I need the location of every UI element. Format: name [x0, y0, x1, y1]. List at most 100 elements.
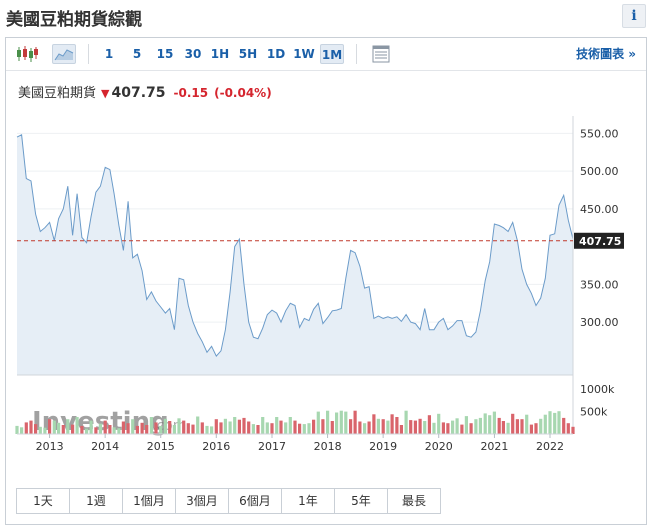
interval-1m[interactable]: 1M — [320, 44, 344, 64]
y-tick-label: 500.00 — [580, 165, 619, 178]
volume-bar — [464, 416, 468, 434]
volume-bar — [251, 424, 255, 434]
volume-bar — [423, 421, 427, 434]
volume-bar — [460, 424, 464, 434]
price-change-pct: (-0.04%) — [214, 86, 272, 100]
volume-bar — [302, 424, 306, 434]
volume-bar — [228, 421, 232, 434]
volume-bar — [223, 418, 227, 434]
volume-bar — [418, 418, 422, 434]
volume-bar — [520, 419, 524, 434]
volume-bar — [131, 419, 135, 434]
range-1w[interactable]: 1週 — [70, 489, 123, 513]
volume-bar — [557, 411, 561, 434]
volume-bar — [135, 425, 139, 434]
last-price: 407.75 — [111, 85, 166, 101]
volume-bar — [474, 419, 478, 434]
volume-bar — [214, 419, 218, 434]
current-price-label: 407.75 — [579, 235, 621, 248]
volume-bar — [404, 410, 408, 434]
interval-5h[interactable]: 5H — [238, 47, 258, 61]
volume-bar — [275, 417, 279, 434]
volume-bar — [159, 425, 163, 434]
table-view-icon[interactable] — [370, 44, 396, 64]
volume-bar — [372, 414, 376, 434]
page-header: 美國豆粕期貨綜觀 i — [0, 0, 654, 30]
interval-5[interactable]: 5 — [132, 47, 142, 61]
volume-bar — [515, 419, 519, 434]
volume-bar — [20, 427, 24, 434]
volume-bar — [488, 415, 492, 434]
volume-bar — [186, 423, 190, 434]
interval-30[interactable]: 30 — [184, 47, 202, 61]
x-tick-label: 2018 — [314, 440, 342, 453]
volume-bar — [335, 412, 339, 434]
volume-bar — [200, 422, 204, 434]
price-chart[interactable]: Investing.com300.00350.00450.00500.00550… — [6, 38, 646, 478]
volume-bar — [437, 413, 441, 434]
volume-bar — [261, 417, 265, 434]
volume-bar — [168, 421, 172, 434]
volume-bar — [121, 421, 125, 434]
interval-1w[interactable]: 1W — [293, 47, 315, 61]
tech-chart-link[interactable]: 技術圖表 » — [576, 47, 636, 61]
volume-bar — [571, 426, 575, 434]
volume-bar — [316, 411, 320, 434]
volume-bar — [98, 423, 102, 434]
volume-bar — [89, 420, 93, 434]
volume-bar — [126, 423, 130, 434]
volume-bar — [112, 427, 116, 434]
interval-1d[interactable]: 1D — [266, 47, 286, 61]
volume-bar — [451, 420, 455, 434]
volume-bar — [506, 422, 510, 434]
volume-bar — [85, 428, 89, 434]
volume-bar — [553, 412, 557, 434]
volume-bar — [279, 420, 283, 434]
x-tick-label: 2019 — [369, 440, 397, 453]
y-tick-label: 300.00 — [580, 316, 619, 329]
interval-1[interactable]: 1 — [104, 47, 114, 61]
volume-bar — [409, 420, 413, 434]
y-tick-label: 350.00 — [580, 278, 619, 291]
chart-toolbar: 1 5 15 30 1H 5H 1D 1W 1M 技術圖表 » — [6, 38, 646, 71]
volume-bar — [210, 426, 214, 434]
interval-1h[interactable]: 1H — [210, 47, 230, 61]
range-1m[interactable]: 1個月 — [123, 489, 176, 513]
volume-bar — [191, 424, 195, 434]
volume-bar — [386, 420, 390, 434]
volume-bar — [381, 419, 385, 434]
volume-bar — [321, 419, 325, 434]
volume-bar — [75, 417, 79, 434]
candlestick-icon[interactable] — [14, 44, 40, 64]
range-1d[interactable]: 1天 — [17, 489, 70, 513]
volume-bar — [330, 421, 334, 434]
volume-bar — [237, 419, 241, 434]
price-change: -0.15 — [173, 86, 209, 100]
x-tick-label: 2015 — [147, 440, 175, 453]
range-1y[interactable]: 1年 — [282, 489, 335, 513]
volume-bar — [525, 414, 529, 434]
volume-bar — [284, 422, 288, 434]
volume-bar — [339, 410, 343, 434]
volume-bar — [108, 425, 112, 434]
range-5y[interactable]: 5年 — [335, 489, 388, 513]
range-max[interactable]: 最長 — [401, 494, 426, 508]
volume-bar — [256, 425, 260, 434]
range-3m[interactable]: 3個月 — [176, 489, 229, 513]
volume-bar — [293, 420, 297, 434]
volume-bar — [140, 422, 144, 434]
x-tick-label: 2014 — [91, 440, 119, 453]
range-6m[interactable]: 6個月 — [229, 489, 282, 513]
volume-bar — [358, 421, 362, 434]
volume-bar — [367, 421, 371, 434]
interval-15[interactable]: 15 — [156, 47, 174, 61]
x-tick-label: 2016 — [202, 440, 230, 453]
volume-bar — [432, 422, 436, 434]
volume-bar — [312, 419, 316, 434]
volume-bar — [71, 424, 75, 434]
y-tick-label: 550.00 — [580, 127, 619, 140]
area-chart-icon[interactable] — [52, 44, 76, 64]
volume-tick-label: 500k — [580, 406, 608, 419]
volume-bar — [270, 423, 274, 434]
info-icon[interactable]: i — [622, 4, 646, 28]
